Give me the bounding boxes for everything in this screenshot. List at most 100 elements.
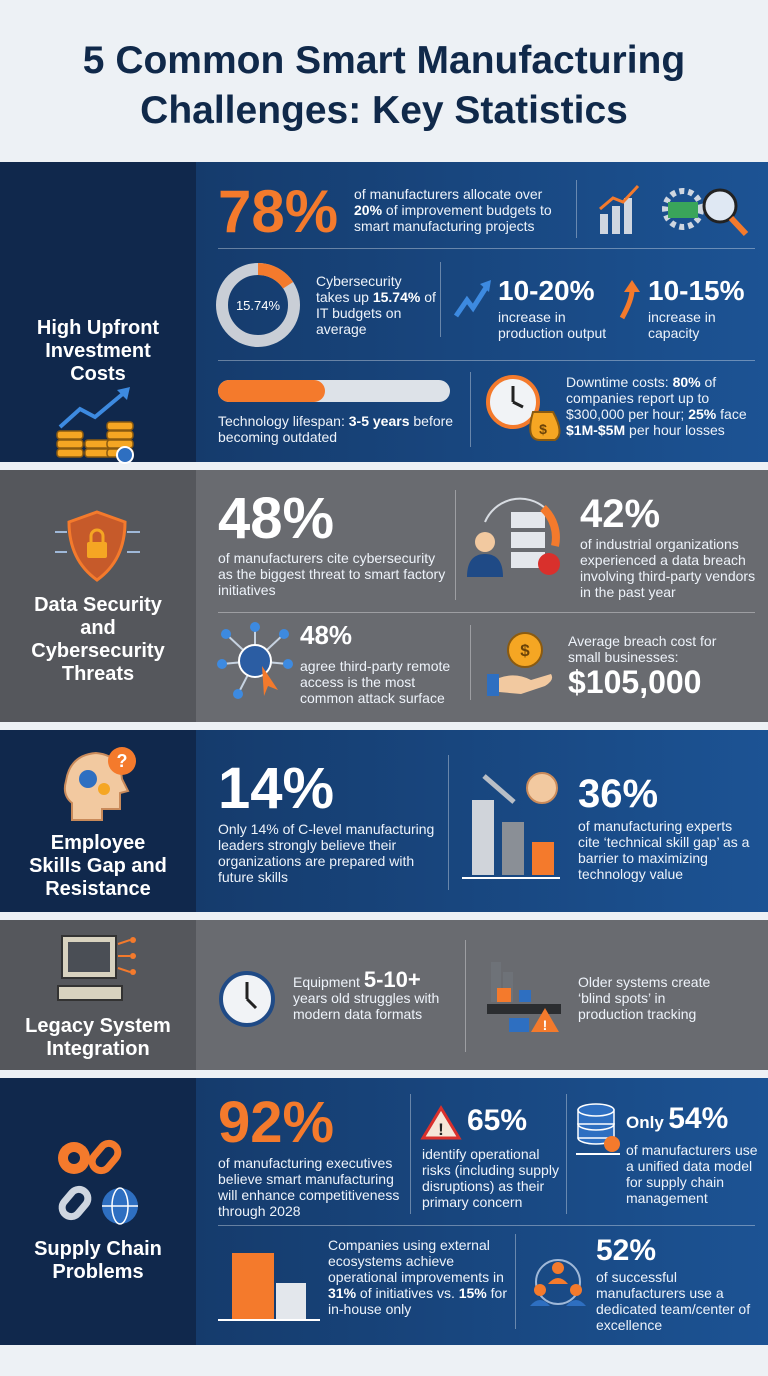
icon: ! <box>487 962 561 1033</box>
text: High Upfront <box>36 317 160 339</box>
stat-text: agree third-party remote access is the m… <box>300 658 451 706</box>
text: Integration <box>46 1038 150 1060</box>
stat-headline: Only 54% <box>626 1104 728 1134</box>
stat-value: 42% <box>580 492 661 536</box>
stat-text: of manufacturers use a unified data mode… <box>626 1142 758 1206</box>
icon <box>467 497 560 577</box>
section: High Upfront Investment Costs 78% of manuf… <box>0 162 768 464</box>
emphasis: $1M-$5M <box>566 422 626 438</box>
stat-value: 52% <box>596 1234 657 1267</box>
emphasis: 15% <box>458 1285 487 1301</box>
stat-value: 92% <box>218 1090 335 1155</box>
text-part: Downtime costs: <box>566 374 673 390</box>
text: Cybersecurity <box>31 640 165 662</box>
stat-value: 48% <box>300 620 353 650</box>
stat-text: of manufacturing executives believe smar… <box>218 1155 400 1219</box>
section-label: Supply Chain Problems <box>0 1238 196 1284</box>
stat-value: 48% <box>218 486 335 551</box>
icon <box>218 1253 320 1321</box>
text-part: years old struggles with modern data for… <box>293 990 440 1022</box>
title-line: 5 Common Smart Manufacturing <box>82 39 686 82</box>
section: Supply Chain Problems 92% of manufacturin… <box>0 1078 768 1345</box>
emphasis: 5-10+ <box>363 967 421 992</box>
text: Problems <box>52 1261 144 1283</box>
text-part: of IT budgets on average <box>316 289 436 337</box>
text-part: Cybersecurity takes up <box>316 273 402 305</box>
title: 5 Common Smart Manufacturing Challenges:… <box>0 36 768 136</box>
text: Investment <box>45 340 151 362</box>
icon: $ <box>486 375 561 441</box>
text-part: of companies report up to $300,000 per h… <box>566 374 717 422</box>
stat-text: Only 14% of C-level manufacturing leader… <box>218 821 435 885</box>
stat-value: 54% <box>668 1102 729 1135</box>
svg-text:$: $ <box>520 641 530 660</box>
text: Supply Chain <box>34 1238 162 1260</box>
text-part: face <box>716 406 747 422</box>
svg-text:$: $ <box>539 421 547 437</box>
stat-text: increase in production output <box>498 309 607 341</box>
emphasis: 80% <box>672 374 701 390</box>
stat-text: Downtime costs: 80% of companies report … <box>566 374 758 438</box>
text: Employee <box>50 832 146 854</box>
icon <box>217 622 293 699</box>
text: Resistance <box>45 878 151 900</box>
section-label: Data Security and Cybersecurity Threats <box>0 594 196 686</box>
section: Data Security and Cybersecurity Threats 48%… <box>0 470 768 722</box>
svg-text:!: ! <box>543 1017 548 1033</box>
svg-text:!: ! <box>438 1120 444 1139</box>
icon <box>619 280 640 320</box>
text-part: Technology lifespan: <box>218 413 349 429</box>
stat-text: of manufacturing experts cite ‘technical… <box>578 818 750 882</box>
icon: ! <box>420 1105 462 1140</box>
donut: 15.74% <box>216 263 300 347</box>
section-label: Legacy System Integration <box>0 1015 196 1061</box>
stat-text: of manufacturers cite cybersecurity as t… <box>218 550 446 598</box>
text-part: of manufacturers allocate over <box>354 186 543 202</box>
emphasis: 20% <box>354 202 383 218</box>
icon <box>219 971 275 1027</box>
icon <box>453 280 491 318</box>
stat-value: 14% <box>218 756 335 821</box>
icon <box>56 387 134 464</box>
stat-text: Companies using external ecosystems achi… <box>328 1237 510 1317</box>
icon <box>57 935 136 1001</box>
stat-value: 78% <box>218 178 339 245</box>
stat-value: 10-15% <box>648 275 745 306</box>
stat-text: of manufacturers allocate over 20% of im… <box>354 186 564 234</box>
stat-text: Older systems create ‘blind spots’ in pr… <box>578 974 711 1022</box>
text: Threats <box>61 663 135 685</box>
text-part: of initiatives vs. <box>356 1285 459 1301</box>
svg-text:?: ? <box>117 751 128 771</box>
icon <box>576 1103 620 1155</box>
text: Costs <box>70 363 126 385</box>
text-part: before becoming outdated <box>218 413 454 445</box>
icon <box>55 510 140 582</box>
stat-text: Average breach cost for small businesses… <box>568 633 717 665</box>
stat-text: identify operational risks (including su… <box>422 1146 559 1210</box>
icon <box>599 184 749 237</box>
emphasis: 3-5 years <box>348 413 410 429</box>
stat-value: 65% <box>467 1104 528 1137</box>
emphasis: 31% <box>328 1285 357 1301</box>
icon: ? <box>63 747 136 821</box>
stat-value: 36% <box>578 772 659 816</box>
title-line: Challenges: Key Statistics <box>140 89 628 132</box>
stat-text: of successful manufacturers use a dedica… <box>596 1269 751 1333</box>
stat-text: of industrial organizations experienced … <box>580 536 756 600</box>
emphasis: 15.74% <box>372 289 421 305</box>
donut-label: 15.74% <box>236 298 281 313</box>
stat-value: 10-20% <box>498 275 595 306</box>
section-label: High Upfront Investment Costs <box>0 317 196 386</box>
text: Legacy System <box>25 1015 171 1037</box>
emphasis: 25% <box>688 406 717 422</box>
stat-value: $105,000 <box>568 664 702 700</box>
text: Skills Gap and <box>29 855 167 877</box>
stat-prefix: Only <box>626 1113 664 1132</box>
text: Data Security <box>34 594 162 616</box>
stat-text: increase in capacity <box>648 309 716 341</box>
stat-text: Equipment 5-10+ years old struggles with… <box>293 969 458 1023</box>
section-label: Employee Skills Gap and Resistance <box>0 832 196 901</box>
icon <box>530 1259 586 1306</box>
text-part: per hour losses <box>625 422 725 438</box>
